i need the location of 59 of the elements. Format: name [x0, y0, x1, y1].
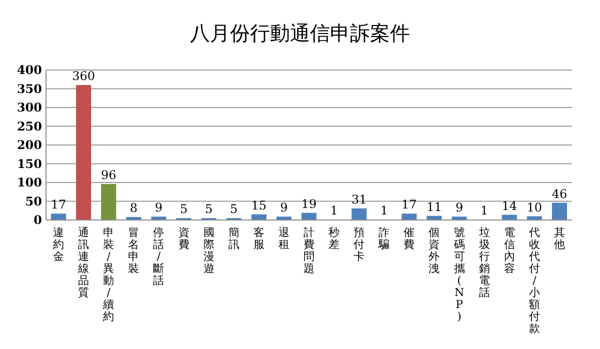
y-tick-label: 350	[16, 82, 42, 96]
x-tick-label: 資費	[178, 226, 190, 251]
data-label: 14	[502, 198, 518, 213]
x-tick-label: 個資外洩	[428, 226, 440, 275]
x-tick-label: 催費	[404, 226, 415, 251]
x-tick-label: 國際漫遊	[203, 226, 214, 275]
data-label: 360	[72, 69, 96, 83]
x-tick-label: 垃圾行銷電話	[478, 226, 490, 299]
data-label: 9	[455, 200, 464, 215]
x-tick-label: 秒差	[328, 226, 340, 251]
y-tick-label: 400	[16, 63, 42, 78]
data-label: 15	[251, 198, 267, 212]
x-tick-label: 通訊連線品質	[77, 226, 90, 299]
bar	[552, 202, 567, 220]
x-tick-label: 申裝/異動/續約	[102, 226, 114, 323]
bar	[101, 184, 116, 220]
data-label: 19	[301, 196, 317, 211]
data-label: 11	[426, 200, 442, 214]
data-label: 46	[552, 186, 568, 201]
chart-title: 八月份行動通信申訴案件	[190, 21, 410, 45]
data-label: 17	[50, 198, 66, 212]
data-label: 10	[526, 200, 542, 214]
data-label: 31	[351, 192, 367, 206]
x-tick-label: 電信內容	[504, 226, 515, 275]
data-label: 5	[230, 202, 238, 216]
x-tick-label: 計費問題	[304, 226, 314, 275]
y-tick-label: 250	[16, 119, 42, 134]
x-tick-label: 退租	[278, 226, 290, 251]
bar	[76, 85, 92, 220]
bar	[402, 214, 417, 220]
y-tick-label: 300	[16, 100, 42, 115]
category-label: 代收代付/小額付款	[528, 226, 540, 335]
bar	[51, 214, 66, 220]
data-label: 1	[330, 204, 338, 218]
data-label: 1	[380, 204, 388, 218]
x-tick-label: 停話/斷話	[153, 226, 164, 287]
data-label: 17	[402, 198, 417, 212]
x-tick-label: 預付卡	[354, 226, 365, 263]
data-label: 5	[204, 202, 213, 216]
y-tick-label: 0	[34, 213, 42, 228]
x-tick-label: 號碼可攜(NP)	[452, 226, 465, 323]
data-label: 8	[130, 201, 138, 215]
x-tick-label: 違約金	[53, 226, 64, 263]
x-tick-label: 冒名申裝	[128, 226, 140, 275]
y-tick-label: 100	[16, 176, 42, 190]
x-tick-label: 詐騙	[378, 226, 390, 251]
data-label: 9	[280, 200, 288, 215]
data-label: 96	[100, 168, 116, 182]
y-tick-label: 200	[16, 138, 42, 152]
data-label: 1	[480, 204, 488, 218]
bar	[301, 212, 317, 220]
data-label: 5	[180, 202, 188, 216]
x-tick-label: 簡訊	[228, 226, 240, 251]
y-tick-label: 150	[16, 156, 42, 171]
data-label: 9	[154, 200, 163, 215]
bar	[352, 208, 367, 220]
y-tick-label: 50	[25, 194, 42, 208]
x-tick-label: 其他	[554, 226, 565, 251]
x-tick-label: 客服	[253, 226, 264, 251]
